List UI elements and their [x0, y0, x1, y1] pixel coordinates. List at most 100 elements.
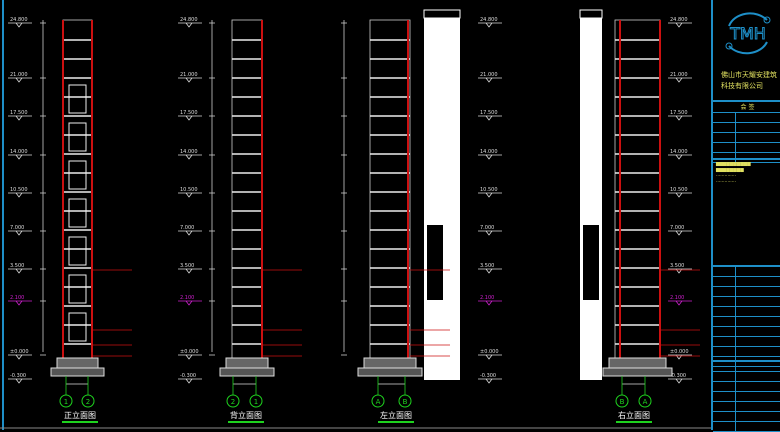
level-label: 17.500 — [670, 110, 688, 116]
level-label: 7.000 — [670, 225, 684, 231]
level-triangle — [485, 77, 493, 83]
axis-label: 1 — [254, 398, 258, 406]
level-label: 14.000 — [480, 149, 498, 155]
level-triangle — [675, 192, 683, 198]
axis-label: B — [620, 398, 625, 406]
level-label: 24.800 — [480, 17, 498, 23]
door-frame — [68, 84, 87, 114]
level-label: 3.500 — [180, 263, 194, 269]
opening — [583, 225, 599, 300]
level-label: 7.000 — [480, 225, 494, 231]
level-label: 14.000 — [10, 149, 28, 155]
door-frame — [68, 312, 87, 342]
level-label: 24.800 — [670, 17, 688, 23]
approval-section: 会 签 — [713, 100, 780, 163]
level-label: 3.500 — [480, 263, 494, 269]
axis-label: 1 — [64, 398, 68, 406]
foundation-slab — [50, 367, 105, 377]
foundation — [608, 357, 667, 369]
level-label: 3.500 — [10, 263, 24, 269]
level-label: ±0.000 — [480, 349, 499, 355]
axis-label: B — [403, 398, 408, 406]
level-label: 10.500 — [670, 187, 688, 193]
level-triangle — [185, 378, 193, 384]
foundation-slab — [357, 367, 423, 377]
level-label: 7.000 — [180, 225, 194, 231]
company-line-1: 佛山市天耀安建筑 — [721, 71, 777, 79]
opening — [427, 225, 443, 300]
level-label: 10.500 — [480, 187, 498, 193]
level-triangle — [675, 378, 683, 384]
level-label: 24.800 — [10, 17, 28, 23]
level-triangle — [15, 378, 23, 384]
axis-bubble — [226, 394, 240, 408]
door-frame — [68, 236, 87, 266]
signature-section — [713, 265, 780, 367]
level-label: -0.300 — [180, 373, 196, 379]
level-label: 24.800 — [180, 17, 198, 23]
level-label: ±0.000 — [180, 349, 199, 355]
level-label: 14.000 — [180, 149, 198, 155]
level-label: -0.300 — [10, 373, 26, 379]
level-triangle — [485, 268, 493, 274]
project-info-section — [713, 360, 780, 432]
company-logo: TMH — [725, 12, 771, 55]
wall-panel — [580, 12, 602, 380]
door-frame — [68, 198, 87, 228]
level-label: -0.300 — [670, 373, 686, 379]
level-triangle — [15, 154, 23, 160]
axis-bubble — [371, 394, 385, 408]
company-line-2: 科技有限公司 — [721, 82, 763, 90]
level-triangle — [15, 115, 23, 121]
wall-cap — [579, 9, 603, 19]
door-frame — [68, 274, 87, 304]
foundation-slab — [602, 367, 673, 377]
foundation-slab — [219, 367, 275, 377]
axis-bubble — [81, 394, 95, 408]
view-title-left: 左立面图 — [378, 410, 414, 423]
level-label: 3.500 — [670, 263, 684, 269]
level-label: 17.500 — [10, 110, 28, 116]
level-triangle — [185, 115, 193, 121]
level-triangle — [15, 230, 23, 236]
level-label: 21.000 — [10, 72, 28, 78]
level-triangle — [485, 300, 493, 306]
level-label: 2.100 — [180, 295, 194, 301]
level-triangle — [675, 77, 683, 83]
level-label: 2.100 — [10, 295, 24, 301]
company-name: 佛山市天耀安建筑 科技有限公司 — [721, 70, 777, 92]
wall-panel — [424, 12, 460, 380]
level-triangle — [485, 378, 493, 384]
level-triangle — [485, 22, 493, 28]
axis-label: A — [643, 398, 648, 406]
view-title-back: 背立面图 — [228, 410, 264, 423]
level-triangle — [485, 192, 493, 198]
level-label: 7.000 — [10, 225, 24, 231]
foundation — [225, 357, 269, 369]
level-triangle — [675, 300, 683, 306]
level-triangle — [15, 354, 23, 360]
axis-bubble — [398, 394, 412, 408]
level-triangle — [15, 300, 23, 306]
level-label: ±0.000 — [10, 349, 29, 355]
level-label: 21.000 — [480, 72, 498, 78]
axis-label: A — [376, 398, 381, 406]
level-triangle — [675, 115, 683, 121]
level-triangle — [675, 154, 683, 160]
level-triangle — [15, 192, 23, 198]
svg-text:TMH: TMH — [729, 24, 766, 43]
foundation — [56, 357, 99, 369]
level-label: 10.500 — [10, 187, 28, 193]
axis-bubble — [638, 394, 652, 408]
level-triangle — [485, 115, 493, 121]
level-triangle — [185, 230, 193, 236]
level-triangle — [675, 22, 683, 28]
shaft-outline — [369, 19, 411, 359]
level-triangle — [185, 22, 193, 28]
level-label: 17.500 — [180, 110, 198, 116]
level-triangle — [185, 300, 193, 306]
cad-drawing-canvas[interactable]: 24.800 21.000 17.500 14.000 10.500 7.000 3.500… — [0, 0, 711, 430]
axis-bubble — [615, 394, 629, 408]
axis-label: 2 — [231, 398, 235, 406]
level-label: 21.000 — [180, 72, 198, 78]
